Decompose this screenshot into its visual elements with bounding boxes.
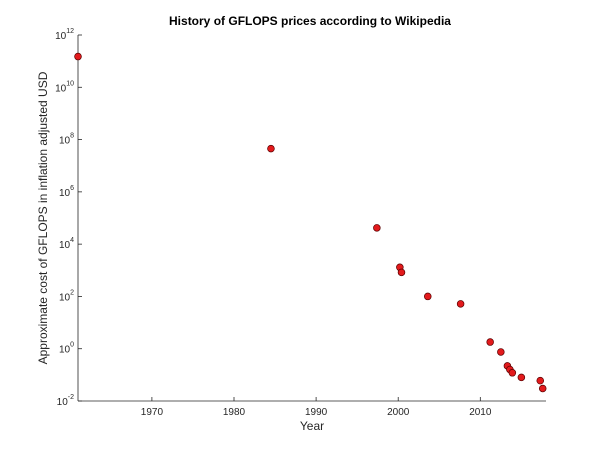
x-axis-ticks: 1970 1980 1990 2000 2010: [141, 397, 492, 418]
data-point: [497, 348, 505, 356]
y-tick-label: 104: [59, 237, 74, 251]
data-point: [267, 144, 275, 153]
y-tick-exponent: 2: [70, 289, 74, 296]
data-point: [508, 369, 517, 377]
x-tick-label: 2000: [387, 407, 410, 418]
y-tick-label: 106: [59, 185, 74, 199]
chart-title: History of GFLOPS prices according to Wi…: [169, 14, 451, 28]
y-tick-label: 108: [59, 133, 74, 147]
y-tick-label: 10-2: [57, 394, 74, 408]
data-point: [536, 376, 545, 385]
data-point: [74, 52, 82, 61]
y-tick-base: 10: [55, 83, 67, 94]
y-tick-base: 10: [59, 292, 71, 303]
y-tick-label: 1010: [55, 80, 74, 94]
y-tick-exponent: 6: [70, 185, 74, 192]
y-tick-base: 10: [59, 136, 71, 147]
y-tick-label: 1012: [55, 28, 74, 42]
y-tick-exponent: 10: [66, 80, 74, 87]
y-tick-exponent: 4: [70, 237, 74, 244]
y-tick-base: 10: [59, 188, 71, 199]
data-point: [538, 384, 547, 393]
y-tick-base: 10: [55, 31, 67, 42]
y-axis-label: Approximate cost of GFLOPS in inflation …: [36, 71, 50, 364]
data-point: [456, 300, 465, 308]
data-point: [517, 373, 526, 382]
y-tick-exponent: -2: [68, 394, 74, 401]
data-point: [397, 268, 406, 277]
y-tick-exponent: 8: [70, 133, 74, 140]
y-tick-base: 10: [59, 240, 71, 251]
data-point: [373, 224, 381, 232]
x-tick-label: 1980: [223, 407, 246, 418]
y-tick-exponent: 12: [66, 28, 74, 35]
x-axis-label: Year: [300, 419, 324, 433]
y-tick-base: 10: [57, 397, 69, 408]
y-tick-label: 102: [59, 289, 74, 303]
data-point: [424, 292, 432, 301]
x-tick-label: 2010: [469, 407, 492, 418]
y-tick-label: 100: [59, 342, 74, 356]
y-tick-exponent: 0: [70, 342, 74, 349]
y-tick-base: 10: [59, 345, 71, 356]
x-tick-label: 1970: [141, 407, 164, 418]
x-tick-label: 1990: [305, 407, 328, 418]
data-points: [74, 52, 547, 393]
plot-axes: [77, 35, 546, 402]
data-point: [486, 338, 494, 346]
